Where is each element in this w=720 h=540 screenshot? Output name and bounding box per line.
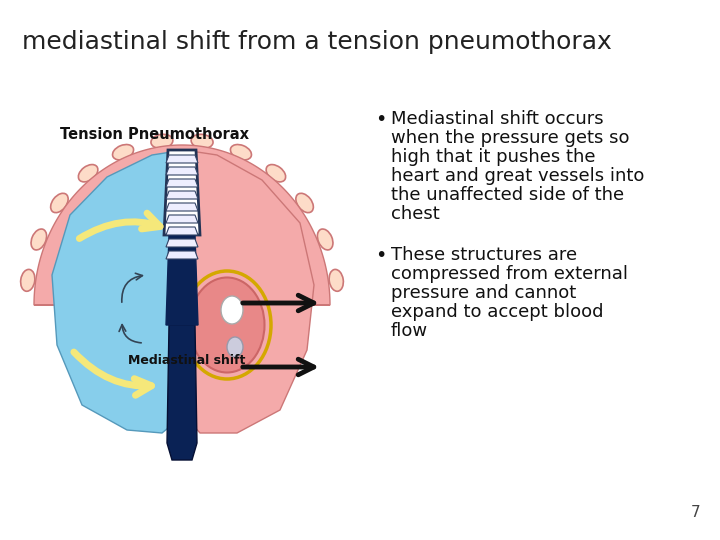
Polygon shape (166, 191, 198, 199)
Polygon shape (166, 227, 198, 235)
Ellipse shape (191, 134, 213, 149)
Text: the unaffected side of the: the unaffected side of the (391, 186, 624, 204)
Polygon shape (166, 215, 198, 223)
Polygon shape (34, 145, 330, 305)
Text: flow: flow (391, 322, 428, 340)
Ellipse shape (227, 337, 243, 357)
Ellipse shape (189, 278, 264, 373)
Ellipse shape (183, 271, 271, 379)
Ellipse shape (266, 165, 286, 182)
Polygon shape (52, 150, 184, 433)
Text: Mediastinal shift occurs: Mediastinal shift occurs (391, 110, 603, 128)
Polygon shape (184, 150, 314, 433)
Polygon shape (166, 155, 198, 163)
Polygon shape (166, 251, 198, 259)
Ellipse shape (78, 165, 98, 182)
Ellipse shape (21, 269, 35, 291)
Text: Mediastinal shift: Mediastinal shift (128, 354, 246, 367)
Text: pressure and cannot: pressure and cannot (391, 284, 576, 302)
Polygon shape (166, 179, 198, 187)
Ellipse shape (296, 193, 313, 213)
Ellipse shape (151, 134, 173, 149)
Polygon shape (166, 239, 198, 247)
Text: heart and great vessels into: heart and great vessels into (391, 167, 644, 185)
Text: when the pressure gets so: when the pressure gets so (391, 129, 629, 147)
Ellipse shape (329, 269, 343, 291)
Text: high that it pushes the: high that it pushes the (391, 148, 595, 166)
Text: expand to accept blood: expand to accept blood (391, 303, 603, 321)
Text: mediastinal shift from a tension pneumothorax: mediastinal shift from a tension pneumot… (22, 30, 612, 54)
Ellipse shape (112, 145, 134, 160)
Polygon shape (164, 150, 200, 235)
Text: chest: chest (391, 205, 440, 223)
Ellipse shape (221, 296, 243, 324)
Text: •: • (375, 110, 387, 129)
Ellipse shape (230, 145, 251, 160)
Polygon shape (166, 235, 198, 325)
Ellipse shape (50, 193, 68, 213)
Polygon shape (166, 167, 198, 175)
Text: 7: 7 (690, 505, 700, 520)
Text: Tension Pneumothorax: Tension Pneumothorax (60, 127, 248, 142)
Polygon shape (167, 325, 197, 460)
Text: •: • (375, 246, 387, 265)
Ellipse shape (31, 229, 47, 250)
Text: compressed from external: compressed from external (391, 265, 628, 283)
Polygon shape (166, 203, 198, 211)
Ellipse shape (318, 229, 333, 250)
Text: These structures are: These structures are (391, 246, 577, 264)
